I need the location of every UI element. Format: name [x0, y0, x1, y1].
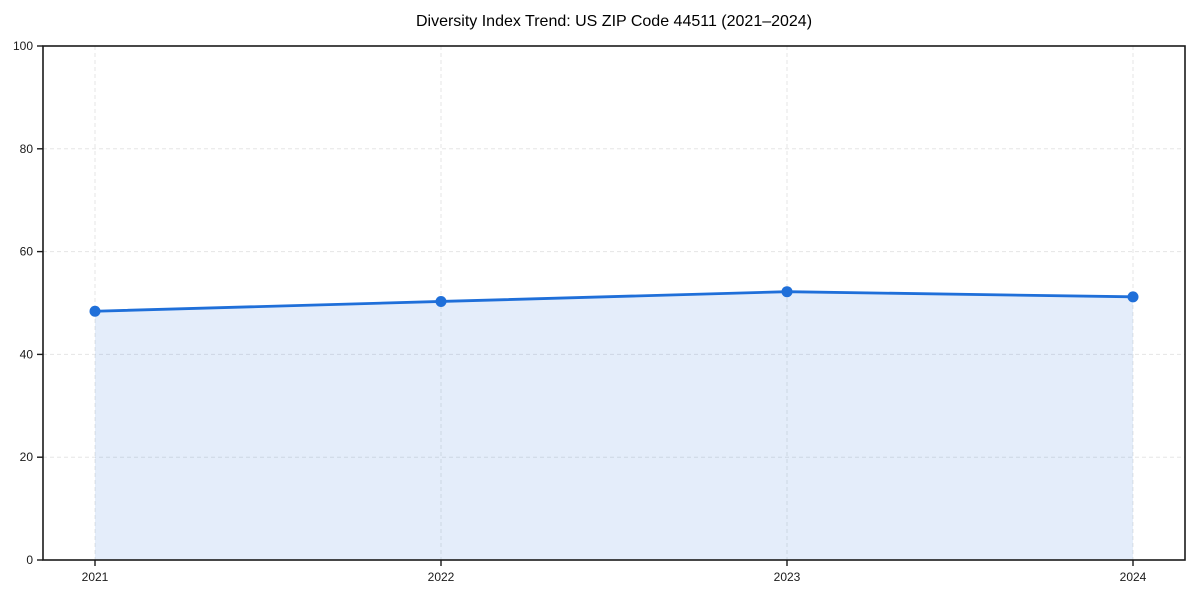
- area-fill: [95, 291, 1133, 560]
- y-tick-label: 40: [20, 347, 34, 361]
- data-point-2022: [435, 295, 447, 307]
- x-tick-label: 2021: [82, 570, 109, 584]
- data-point-2021: [89, 305, 101, 317]
- y-tick-label: 0: [26, 553, 33, 567]
- x-tick-label: 2023: [774, 570, 801, 584]
- y-tick-label: 100: [13, 39, 33, 53]
- data-point-2023: [781, 286, 793, 298]
- y-tick-label: 20: [20, 450, 34, 464]
- chart-title: Diversity Index Trend: US ZIP Code 44511…: [415, 13, 813, 30]
- trend-line: [93, 290, 1135, 313]
- y-tick-label: 60: [20, 245, 34, 259]
- plot-border: [42, 45, 1186, 561]
- x-tick-label: 2024: [1120, 570, 1147, 584]
- x-tick-label: 2022: [428, 570, 455, 584]
- y-tick-label: 80: [20, 142, 34, 156]
- data-point-2024: [1127, 291, 1139, 303]
